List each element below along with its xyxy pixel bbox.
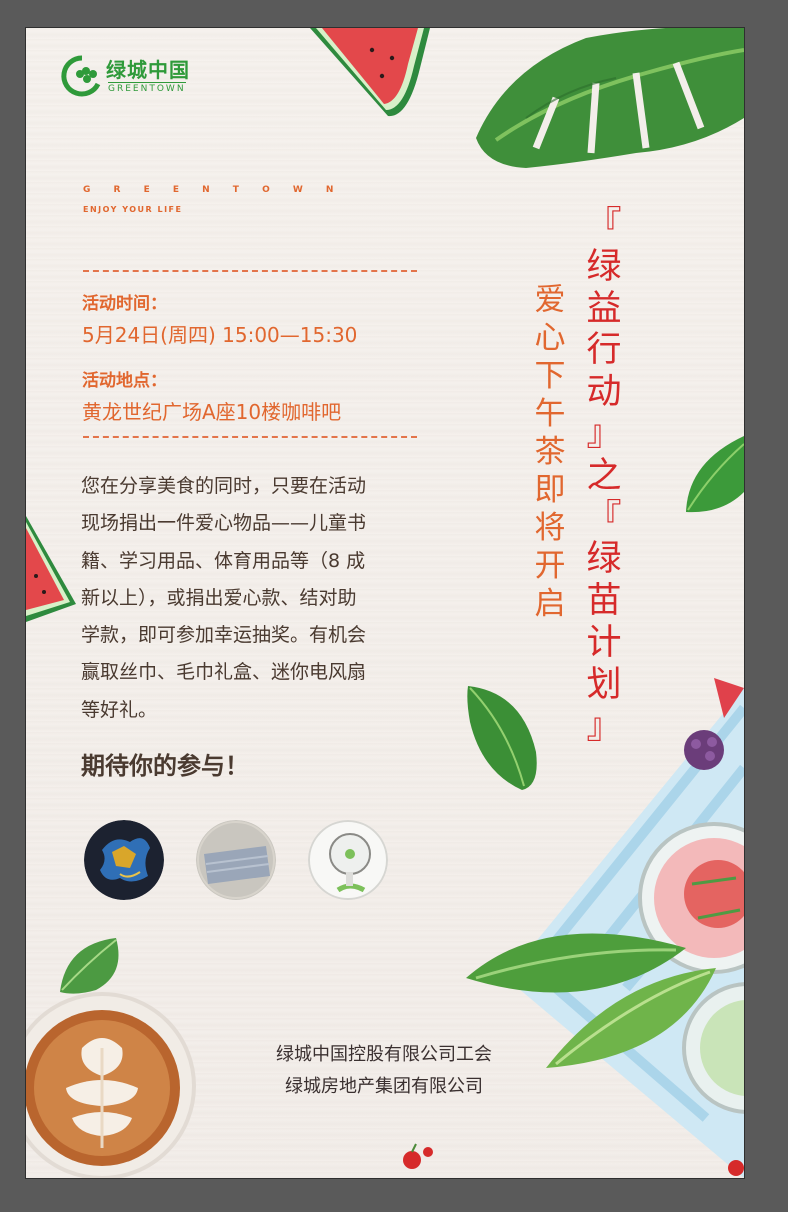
subtitle-char: 将 <box>534 510 566 546</box>
organizer-line: 绿城房地产集团有限公司 <box>285 1076 483 1097</box>
brand-tagline: ENJOY YOUR LIFE <box>83 205 183 214</box>
title-char: 行 <box>586 330 622 371</box>
logo-clover-icon <box>61 55 101 97</box>
brand-wordmark: G R E E N T O W N <box>83 185 344 195</box>
campaign-title-vertical: 『 绿 益 行 动 』 之 『 绿 苗 计 划 』 <box>579 204 629 747</box>
description-line: 等好礼。 <box>81 698 158 721</box>
event-poster: 绿城中国 GREENTOWN G R E E N T O W N ENJOY Y… <box>26 28 744 1178</box>
closing-invitation: 期待你的参与！ <box>81 752 249 780</box>
event-time-value: 5月24日(周四) 15:00—15:30 <box>82 323 358 347</box>
event-place-label: 活动地点： <box>82 371 167 391</box>
silk-scarf-prize <box>84 820 164 900</box>
title-char: 之 <box>586 455 622 496</box>
title-char: 益 <box>586 288 622 329</box>
greentown-logo: 绿城中国 GREENTOWN <box>60 54 200 100</box>
mini-fan-prize <box>308 820 388 900</box>
subtitle-vertical: 爱 心 下 午 茶 即 将 开 启 <box>527 281 573 623</box>
title-char: 划 <box>586 664 622 705</box>
subtitle-char: 午 <box>534 396 566 432</box>
description-line: 现场捐出一件爱心物品——儿童书 <box>81 512 367 535</box>
subtitle-char: 爱 <box>534 282 566 318</box>
title-char: 『 <box>586 205 622 245</box>
description-line: 新以上），或捐出爱心款、结对助 <box>81 586 357 609</box>
title-char: 』 <box>586 413 622 454</box>
title-char: 苗 <box>586 581 622 622</box>
subtitle-char: 茶 <box>534 434 566 470</box>
monstera-leaf <box>476 28 744 168</box>
subtitle-char: 开 <box>534 548 566 584</box>
description-line: 籍、学习用品、体育用品等（8 成 <box>81 549 366 572</box>
divider-top <box>83 270 417 272</box>
subtitle-char: 心 <box>534 320 566 356</box>
subtitle-char: 即 <box>534 472 566 508</box>
watermelon-slice-top <box>310 28 430 117</box>
event-description: 您在分享美食的同时，只要在活动 现场捐出一件爱心物品——儿童书 籍、学习用品、体… <box>81 468 421 729</box>
organizer-line: 绿城中国控股有限公司工会 <box>276 1044 492 1065</box>
logo-chinese-name: 绿城中国 <box>106 58 190 82</box>
subtitle-char: 启 <box>534 586 566 622</box>
subtitle-char: 下 <box>534 358 566 394</box>
picnic-cloth <box>466 678 744 1178</box>
red-berries <box>403 1143 433 1169</box>
title-char: 动 <box>586 372 622 413</box>
divider-bottom <box>83 436 417 438</box>
towel-gift-box-prize <box>196 820 276 900</box>
watermelon-slice-left <box>26 516 76 622</box>
title-char: 计 <box>586 622 622 663</box>
basil-leaf-center <box>467 686 537 790</box>
title-char: 绿 <box>586 539 622 580</box>
logo-english-name: GREENTOWN <box>108 82 186 94</box>
event-place-value: 黄龙世纪广场A座10楼咖啡吧 <box>82 400 342 424</box>
event-time-label: 活动时间： <box>82 294 167 314</box>
small-leaf <box>60 938 119 994</box>
title-char: 绿 <box>586 246 622 287</box>
description-line: 赢取丝巾、毛巾礼盒、迷你电风扇 <box>81 661 367 684</box>
description-line: 学款，即可参加幸运抽奖。有机会 <box>81 624 367 647</box>
description-line: 您在分享美食的同时，只要在活动 <box>81 475 367 497</box>
title-char: 』 <box>586 706 622 747</box>
latte-coffee-cup <box>26 992 196 1178</box>
basil-leaf-right <box>686 436 744 513</box>
title-char: 『 <box>586 497 622 538</box>
